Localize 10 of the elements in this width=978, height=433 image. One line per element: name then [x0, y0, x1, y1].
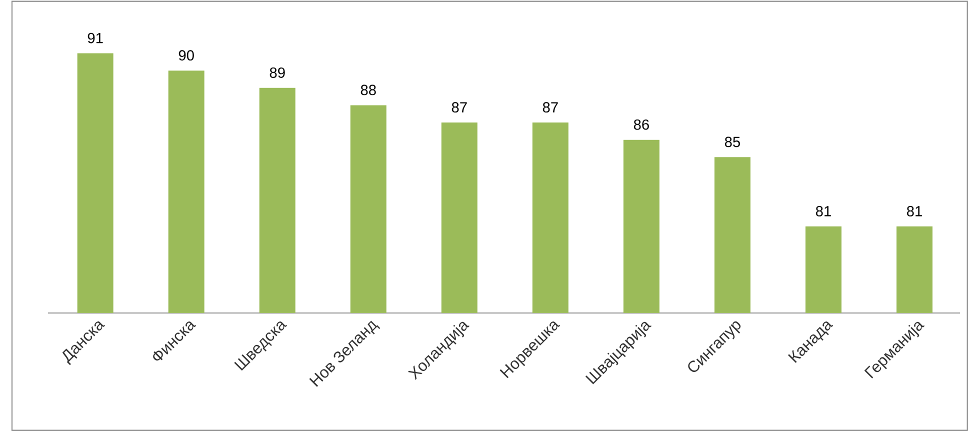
data-label: 91 — [88, 32, 103, 44]
data-label: 85 — [724, 136, 740, 148]
data-label: 89 — [270, 67, 285, 78]
data-label: 86 — [634, 119, 649, 130]
data-label: 81 — [906, 206, 922, 216]
data-label: 88 — [360, 84, 376, 96]
data-label: 87 — [542, 102, 558, 112]
data-label: 90 — [178, 50, 194, 61]
data-label: 87 — [452, 102, 467, 112]
data-label: 81 — [816, 206, 831, 216]
